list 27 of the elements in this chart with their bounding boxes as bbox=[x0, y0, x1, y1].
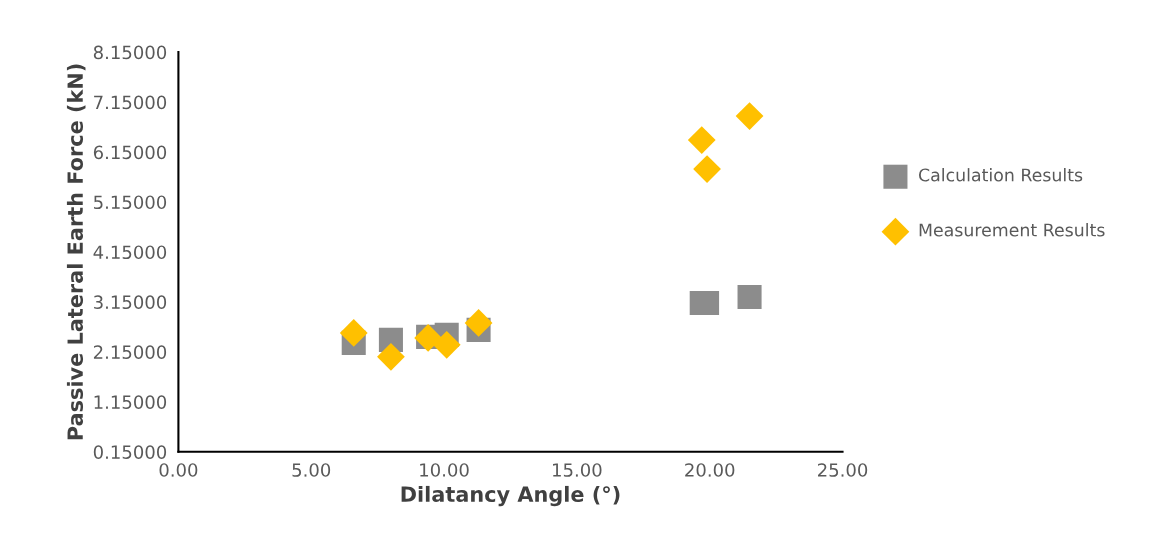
legend-label: Measurement Results bbox=[919, 223, 1105, 237]
legend-label: Calculation Results bbox=[918, 168, 1083, 182]
point bbox=[693, 155, 721, 183]
point bbox=[432, 330, 461, 359]
y-tick-label: 5.15000 bbox=[94, 195, 167, 210]
point bbox=[735, 102, 764, 130]
y-tick-label: 6.15000 bbox=[93, 145, 167, 160]
x-tick-label: 20.00 bbox=[685, 463, 735, 477]
x-axis-title: Dilatancy Angle (°) bbox=[401, 485, 620, 507]
point bbox=[737, 284, 762, 309]
x-tick-label: 5.00 bbox=[292, 463, 331, 477]
x-tick-label: 25.00 bbox=[818, 463, 868, 477]
y-tick-label: 4.15000 bbox=[93, 245, 167, 260]
y-tick-label: 1.15000 bbox=[94, 395, 167, 409]
y-tick-label: 2.15000 bbox=[93, 345, 167, 359]
y-tick-label: 8.15000 bbox=[93, 45, 167, 60]
x-tick-label: 0.00 bbox=[159, 463, 198, 477]
point bbox=[464, 309, 493, 337]
point bbox=[339, 318, 368, 347]
y-tick-label: 3.15000 bbox=[94, 295, 167, 310]
y-tick-label: 7.15000 bbox=[94, 95, 167, 110]
y-axis-title: Passive Lateral Earth Force (kN) bbox=[66, 64, 86, 440]
x-tick-label: 15.00 bbox=[553, 463, 602, 477]
point bbox=[377, 342, 405, 371]
y-tick-label: 0.15000 bbox=[93, 445, 167, 459]
x-tick-label: 10.00 bbox=[420, 463, 469, 477]
point bbox=[687, 126, 716, 154]
